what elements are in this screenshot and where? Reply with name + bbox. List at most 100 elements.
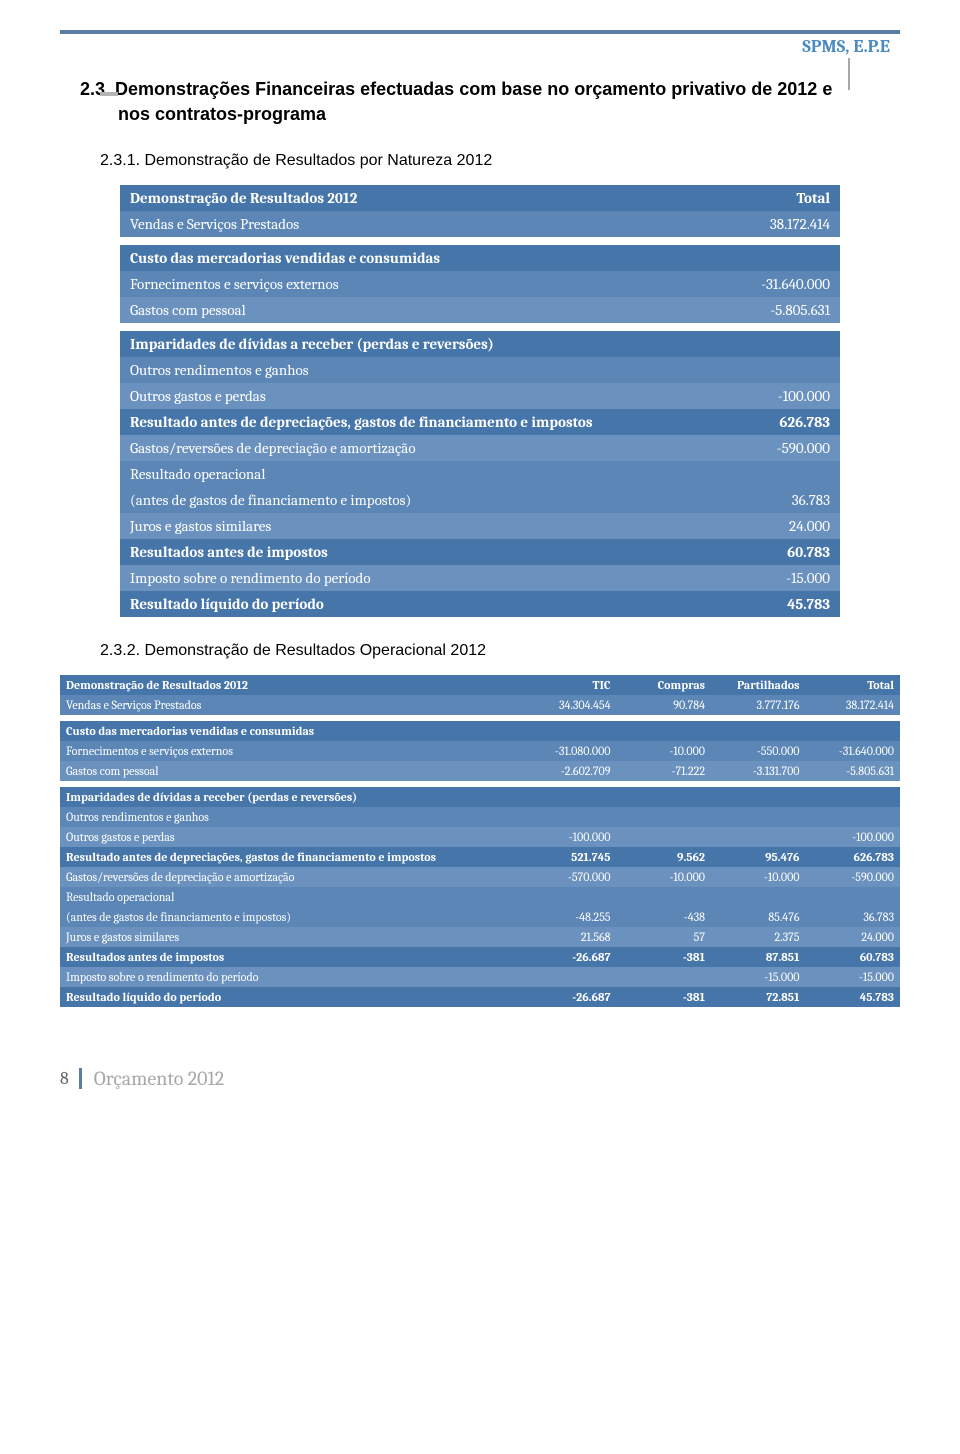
section-title: 2.3. Demonstrações Financeiras efectuada… [80, 77, 900, 127]
row-value: -48.255 [522, 907, 617, 927]
row-label: Fornecimentos e serviços externos [120, 271, 696, 297]
table-row: Resultado operacional [120, 461, 840, 487]
table-row: Custo das mercadorias vendidas e consumi… [120, 245, 840, 271]
row-label: Outros gastos e perdas [60, 827, 522, 847]
row-label: Vendas e Serviços Prestados [60, 695, 522, 715]
row-label: Resultados antes de impostos [120, 539, 696, 565]
row-value: -2.602.709 [522, 761, 617, 781]
row-value: 3.777.176 [711, 695, 806, 715]
row-value: -570.000 [522, 867, 617, 887]
row-value: 87.851 [711, 947, 806, 967]
row-value: 60.783 [696, 539, 840, 565]
table-row: Imposto sobre o rendimento do período-15… [120, 565, 840, 591]
row-value: 2.375 [711, 927, 806, 947]
operational-results-table: Demonstração de Resultados 2012 TIC Comp… [60, 675, 900, 1007]
row-label: Gastos/reversões de depreciação e amorti… [60, 867, 522, 887]
table-row: Resultados antes de impostos-26.687-3818… [60, 947, 900, 967]
table-row: Gastos/reversões de depreciação e amorti… [60, 867, 900, 887]
table-row: (antes de gastos de financiamento e impo… [60, 907, 900, 927]
row-value: -26.687 [522, 987, 617, 1007]
row-label: Custo das mercadorias vendidas e consumi… [120, 245, 696, 271]
row-value: -438 [617, 907, 712, 927]
table-row: Outros rendimentos e ganhos [120, 357, 840, 383]
t2-col-1: Compras [617, 675, 712, 695]
table-row: Fornecimentos e serviços externos-31.080… [60, 741, 900, 761]
row-value: -100.000 [696, 383, 840, 409]
row-value: -10.000 [617, 867, 712, 887]
row-value [522, 967, 617, 987]
row-value: 95.476 [711, 847, 806, 867]
row-value: 626.783 [696, 409, 840, 435]
row-label: Imposto sobre o rendimento do período [60, 967, 522, 987]
table-row: Resultado antes de depreciações, gastos … [120, 409, 840, 435]
row-value: -5.805.631 [696, 297, 840, 323]
row-value [696, 461, 840, 487]
row-value: 45.783 [696, 591, 840, 617]
row-label: Resultado operacional [120, 461, 696, 487]
row-value [522, 721, 617, 741]
row-value: -590.000 [696, 435, 840, 461]
row-value [696, 245, 840, 271]
row-label: (antes de gastos de financiamento e impo… [120, 487, 696, 513]
row-value [711, 721, 806, 741]
table-row: Fornecimentos e serviços externos-31.640… [120, 271, 840, 297]
row-label: Resultado antes de depreciações, gastos … [60, 847, 522, 867]
org-label: SPMS, E.P.E [802, 36, 900, 57]
row-value: -15.000 [711, 967, 806, 987]
table-row: Outros gastos e perdas-100.000-100.000 [60, 827, 900, 847]
row-label: Resultado líquido do período [60, 987, 522, 1007]
row-value: -31.080.000 [522, 741, 617, 761]
row-label: Juros e gastos similares [120, 513, 696, 539]
t2-col-2: Partilhados [711, 675, 806, 695]
row-value: 24.000 [806, 927, 901, 947]
row-value: 38.172.414 [806, 695, 901, 715]
page-footer: 8 Orçamento 2012 [60, 1067, 900, 1090]
row-value: 21.568 [522, 927, 617, 947]
table-row: Outros gastos e perdas-100.000 [120, 383, 840, 409]
row-label: Resultado antes de depreciações, gastos … [120, 409, 696, 435]
row-value: -26.687 [522, 947, 617, 967]
row-label: Fornecimentos e serviços externos [60, 741, 522, 761]
table-row: Imparidades de dívidas a receber (perdas… [120, 331, 840, 357]
row-value: 626.783 [806, 847, 901, 867]
row-value [617, 827, 712, 847]
row-value [617, 887, 712, 907]
row-value: -10.000 [617, 741, 712, 761]
row-value: -5.805.631 [806, 761, 901, 781]
row-value: 9.562 [617, 847, 712, 867]
row-value: -71.222 [617, 761, 712, 781]
row-value: 36.783 [806, 907, 901, 927]
footer-text: Orçamento 2012 [94, 1067, 224, 1090]
row-value [522, 807, 617, 827]
row-label: Outros gastos e perdas [120, 383, 696, 409]
row-value: -550.000 [711, 741, 806, 761]
row-value: -381 [617, 987, 712, 1007]
subsection-1-title: 2.3.1. Demonstração de Resultados por Na… [100, 152, 900, 170]
row-value: -15.000 [806, 967, 901, 987]
table-row: (antes de gastos de financiamento e impo… [120, 487, 840, 513]
row-value: 36.783 [696, 487, 840, 513]
row-value [522, 887, 617, 907]
t2-col-0: TIC [522, 675, 617, 695]
table-row: Custo das mercadorias vendidas e consumi… [60, 721, 900, 741]
row-label: Imparidades de dívidas a receber (perdas… [60, 787, 522, 807]
table-row: Gastos com pessoal-2.602.709-71.222-3.13… [60, 761, 900, 781]
row-value [522, 787, 617, 807]
table-row: Gastos/reversões de depreciação e amorti… [120, 435, 840, 461]
t1-header-total: Total [696, 185, 840, 211]
row-value [806, 807, 901, 827]
row-value: 72.851 [711, 987, 806, 1007]
row-value: -381 [617, 947, 712, 967]
row-value: -10.000 [711, 867, 806, 887]
row-value [617, 787, 712, 807]
table-row: Resultado operacional [60, 887, 900, 907]
table-row: Outros rendimentos e ganhos [60, 807, 900, 827]
row-label: (antes de gastos de financiamento e impo… [60, 907, 522, 927]
table-row: Vendas e Serviços Prestados34.304.45490.… [60, 695, 900, 715]
row-label: Custo das mercadorias vendidas e consumi… [60, 721, 522, 741]
row-value: -31.640.000 [696, 271, 840, 297]
table-row: Imparidades de dívidas a receber (perdas… [60, 787, 900, 807]
row-value: 521.745 [522, 847, 617, 867]
row-value: 34.304.454 [522, 695, 617, 715]
row-value [806, 721, 901, 741]
